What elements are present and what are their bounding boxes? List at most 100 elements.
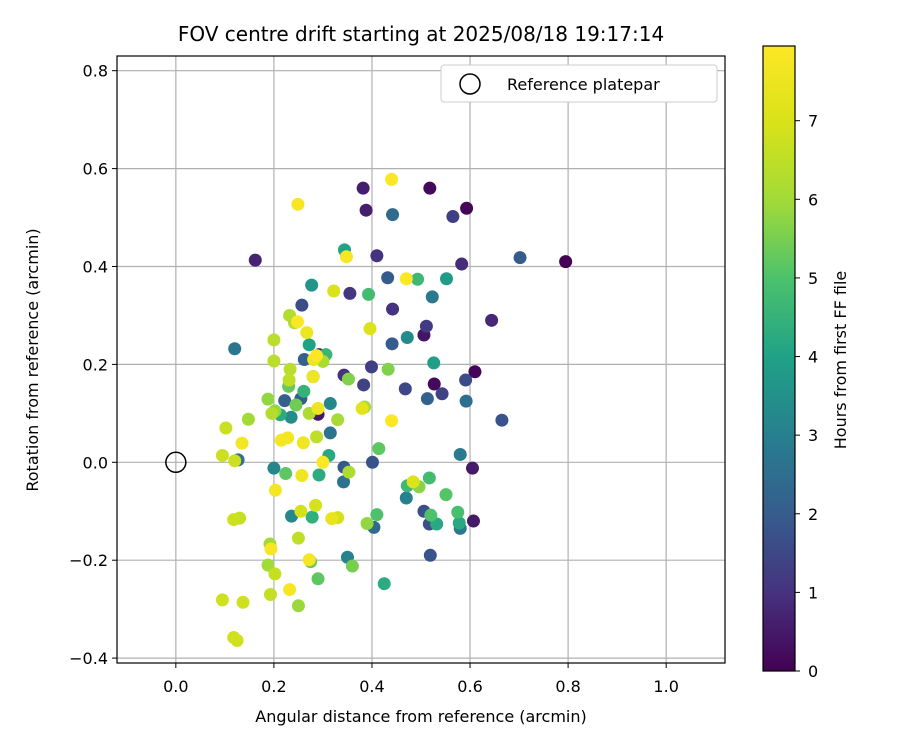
data-point: [316, 455, 330, 469]
data-point: [230, 633, 244, 647]
colorbar-tick-label: 7: [808, 112, 818, 131]
x-axis-ticks: 0.0 0.2 0.4 0.6 0.8 1.0: [163, 663, 679, 696]
data-point: [370, 508, 384, 522]
x-axis-label: Angular distance from reference (arcmin): [255, 707, 586, 726]
data-point: [219, 421, 233, 435]
y-tick-label: 0.0: [83, 453, 108, 472]
data-point: [300, 326, 314, 340]
data-point: [248, 253, 262, 267]
y-tick-label: 0.6: [83, 160, 108, 179]
data-point: [422, 471, 436, 485]
data-point: [306, 370, 320, 384]
reference-point-marker: [165, 451, 187, 474]
data-point: [406, 475, 420, 489]
data-point: [385, 172, 399, 186]
colorbar-label: Hours from first FF file: [831, 271, 850, 450]
data-point: [263, 587, 277, 601]
data-point: [425, 290, 439, 304]
data-point: [228, 454, 242, 468]
colorbar-tick-label: 0: [808, 662, 818, 681]
data-point: [312, 468, 326, 482]
data-point: [423, 181, 437, 195]
data-point: [362, 287, 376, 301]
data-point: [228, 342, 242, 356]
data-point: [297, 384, 311, 398]
data-point: [399, 272, 413, 286]
data-point: [267, 333, 281, 347]
data-point: [291, 531, 305, 545]
data-point: [465, 461, 479, 475]
data-point: [297, 353, 311, 366]
data-point: [495, 413, 509, 427]
data-point: [357, 378, 371, 392]
data-point: [427, 356, 441, 370]
data-point: [453, 447, 467, 461]
data-point: [283, 583, 297, 597]
data-point: [289, 398, 303, 412]
data-point: [295, 469, 309, 483]
data-point: [302, 553, 316, 567]
legend-marker: [459, 73, 481, 95]
data-point: [227, 513, 241, 527]
data-point: [385, 414, 399, 428]
data-point: [435, 387, 449, 401]
data-point: [411, 272, 425, 286]
data-point: [455, 257, 469, 271]
data-point: [460, 201, 474, 215]
data-point: [341, 372, 355, 386]
data-point: [451, 505, 465, 519]
data-point: [365, 455, 379, 469]
colorbar-tick-label: 5: [808, 269, 818, 288]
data-point: [215, 593, 229, 607]
data-point: [419, 319, 433, 333]
data-point: [283, 362, 297, 376]
data-point: [343, 286, 357, 300]
data-point: [268, 483, 282, 497]
data-point: [291, 197, 305, 211]
data-point: [278, 394, 292, 408]
data-point: [294, 504, 308, 518]
data-point: [310, 349, 324, 363]
data-point: [381, 271, 395, 285]
legend: Reference platepar: [440, 64, 718, 103]
data-point: [284, 410, 298, 424]
y-axis-ticks: −0.4 −0.2 0.0 0.2 0.4 0.6 0.8: [69, 62, 117, 668]
data-point: [311, 572, 325, 586]
data-point: [386, 208, 400, 222]
data-point: [452, 516, 466, 530]
data-point: [323, 426, 337, 440]
data-point: [513, 251, 527, 265]
data-point: [305, 510, 319, 524]
x-tick-label: 0.2: [261, 677, 286, 696]
data-point: [267, 354, 281, 368]
data-point: [282, 373, 296, 387]
data-point: [337, 475, 351, 489]
data-point: [364, 360, 378, 374]
y-tick-label: −0.2: [69, 551, 108, 570]
data-point: [377, 577, 391, 591]
colorbar-tick-label: 3: [808, 426, 818, 445]
data-point: [466, 514, 480, 528]
data-point: [296, 436, 310, 450]
colorbar-tick-label: 6: [808, 190, 818, 209]
data-point: [372, 442, 386, 456]
y-axis-label: Rotation from reference (arcmin): [23, 228, 42, 491]
data-point: [345, 559, 359, 573]
data-point: [439, 272, 453, 286]
y-tick-label: 0.2: [83, 355, 108, 374]
grid-lines: [117, 56, 725, 663]
data-point: [363, 322, 377, 336]
data-point: [370, 249, 384, 263]
data-point: [279, 467, 293, 481]
colorbar-tick-label: 4: [808, 348, 818, 367]
chart-title: FOV centre drift starting at 2025/08/18 …: [178, 22, 664, 46]
x-tick-label: 0.8: [555, 677, 580, 696]
colorbar: 0 1 2 3 4 5 6 7 Hours from first FF file: [762, 45, 850, 681]
legend-label: Reference platepar: [507, 75, 660, 94]
data-point: [267, 461, 281, 475]
data-point: [360, 516, 374, 530]
data-point: [559, 255, 573, 269]
data-point: [359, 203, 373, 217]
colorbar-ticks: 0 1 2 3 4 5 6 7: [795, 112, 818, 681]
